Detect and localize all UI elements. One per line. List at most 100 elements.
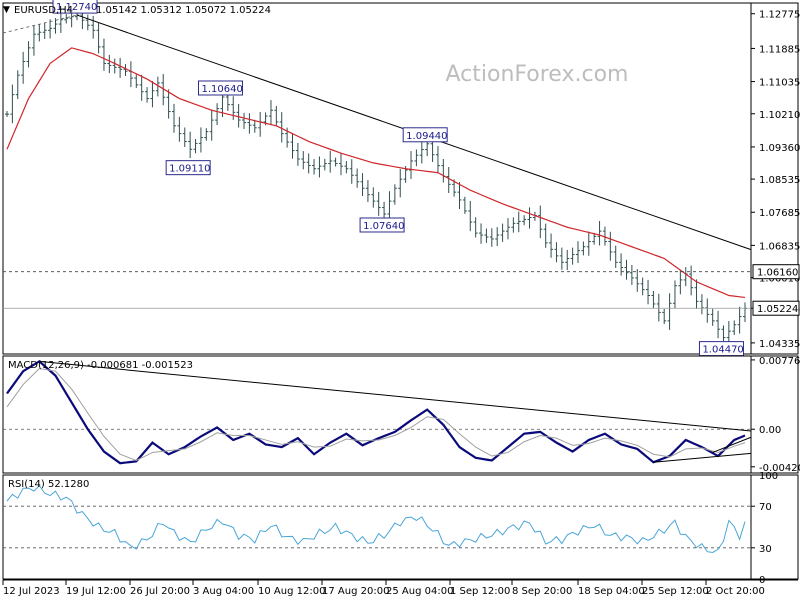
price-candle[interactable] (452, 179, 457, 197)
price-candle[interactable] (182, 127, 187, 147)
price-candle[interactable] (242, 112, 247, 129)
price-candle[interactable] (360, 173, 365, 196)
price-candle[interactable] (317, 156, 322, 178)
price-candle[interactable] (409, 151, 414, 179)
price-candle[interactable] (204, 128, 209, 141)
price-candle[interactable] (716, 310, 721, 339)
price-candle[interactable] (484, 228, 489, 243)
price-candle[interactable] (247, 113, 252, 134)
price-candle[interactable] (301, 151, 306, 170)
price-candle[interactable] (527, 207, 532, 229)
price-candle[interactable] (48, 19, 53, 39)
price-candle[interactable] (710, 308, 715, 326)
price-candle[interactable] (322, 158, 327, 171)
price-candle[interactable] (705, 298, 710, 323)
price-candle[interactable] (441, 158, 446, 183)
price-candle[interactable] (737, 306, 742, 334)
price-candle[interactable] (64, 14, 69, 24)
price-candle[interactable] (624, 259, 629, 280)
price-candle[interactable] (101, 38, 106, 71)
price-candle[interactable] (290, 133, 295, 159)
price-candle[interactable] (134, 74, 139, 88)
price-candle[interactable] (295, 142, 300, 166)
price-candle[interactable] (128, 61, 133, 88)
price-candle[interactable] (26, 41, 31, 68)
price-candle[interactable] (559, 247, 564, 270)
price-candle[interactable] (414, 149, 419, 167)
price-candle[interactable] (376, 191, 381, 216)
price-candle[interactable] (91, 15, 96, 39)
price-candle[interactable] (435, 146, 440, 174)
price-candle[interactable] (371, 187, 376, 208)
price-candle[interactable] (667, 293, 672, 330)
price-candle[interactable] (198, 127, 203, 153)
price-candle[interactable] (150, 81, 155, 108)
price-candle[interactable] (511, 217, 516, 233)
price-candle[interactable] (215, 103, 220, 125)
price-candle[interactable] (166, 89, 171, 119)
rsi-panel[interactable]: 10070300RSI(14) 52.1280 (2, 471, 799, 586)
price-candle[interactable] (268, 100, 273, 126)
price-candle[interactable] (549, 233, 554, 258)
price-candle[interactable] (581, 241, 586, 256)
price-candle[interactable] (462, 196, 467, 214)
price-candle[interactable] (619, 253, 624, 276)
price-candle[interactable] (699, 294, 704, 315)
price-candle[interactable] (592, 232, 597, 245)
price-candle[interactable] (344, 161, 349, 174)
price-candle[interactable] (721, 325, 726, 342)
price-candle[interactable] (139, 74, 144, 101)
price-candle[interactable] (333, 157, 338, 167)
price-candle[interactable] (42, 22, 47, 39)
price-candle[interactable] (53, 18, 58, 34)
price-candle[interactable] (538, 205, 543, 239)
price-candle[interactable] (252, 119, 257, 133)
price-candle[interactable] (338, 153, 343, 176)
price-candle[interactable] (85, 14, 90, 31)
price-candle[interactable] (516, 211, 521, 233)
price-candle[interactable] (37, 24, 42, 42)
price-candle[interactable] (209, 110, 214, 141)
price-candle[interactable] (446, 166, 451, 193)
price-candle[interactable] (468, 200, 473, 232)
price-candle[interactable] (5, 111, 9, 117)
price-candle[interactable] (58, 9, 63, 33)
price-candle[interactable] (656, 293, 661, 322)
price-candle[interactable] (21, 51, 26, 84)
price-candle[interactable] (570, 247, 575, 265)
price-panel[interactable]: 1.12775 1.11885 1.11035 1.10210 1.09360 1.085… (2, 0, 800, 357)
price-candle[interactable] (505, 218, 510, 240)
price-candle[interactable] (489, 228, 494, 247)
price-candle[interactable] (640, 277, 645, 296)
price-candle[interactable] (312, 159, 317, 175)
price-candle[interactable] (31, 25, 36, 56)
price-candle[interactable] (743, 302, 747, 322)
header-dropdown-icon[interactable]: ▼ (3, 5, 10, 15)
price-candle[interactable] (479, 223, 484, 244)
price-candle[interactable] (651, 290, 656, 309)
price-candle[interactable] (543, 223, 548, 248)
price-candle[interactable] (586, 231, 591, 256)
price-candle[interactable] (678, 270, 683, 295)
price-candle[interactable] (355, 168, 360, 188)
price-candle[interactable] (279, 112, 284, 143)
price-candle[interactable] (629, 264, 634, 285)
price-candle[interactable] (495, 227, 500, 247)
price-candle[interactable] (15, 70, 20, 100)
macd-panel[interactable]: 0.007761 0.00 -0.004205 MACD(12,26,9) -0.00… (2, 355, 800, 474)
price-candle[interactable] (188, 131, 193, 159)
price-candle[interactable] (576, 241, 581, 264)
price-candle[interactable] (689, 265, 694, 296)
price-candle[interactable] (193, 138, 198, 154)
price-candle[interactable] (694, 279, 699, 309)
price-candle[interactable] (554, 242, 559, 263)
price-candle[interactable] (613, 245, 618, 268)
price-candle[interactable] (365, 180, 370, 203)
price-candle[interactable] (118, 57, 123, 78)
price-candle[interactable] (392, 184, 397, 205)
price-candle[interactable] (177, 116, 182, 142)
price-candle[interactable] (608, 231, 613, 261)
price-candle[interactable] (473, 217, 478, 238)
price-candle[interactable] (10, 84, 15, 124)
